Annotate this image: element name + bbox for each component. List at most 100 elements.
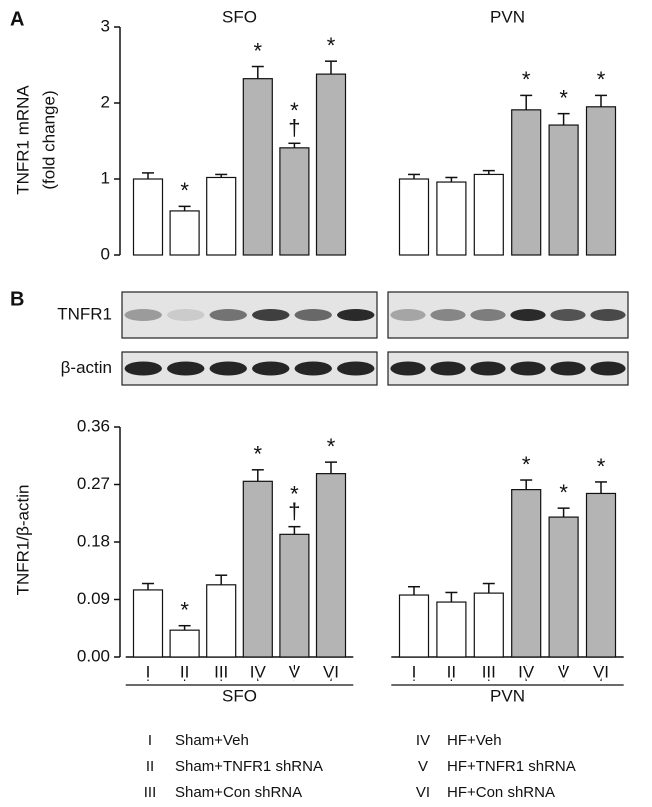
y-tick-label: 0.27	[77, 474, 110, 493]
x-tick-label: IV	[250, 662, 267, 681]
blot-image	[121, 291, 378, 339]
panel-label: A	[10, 8, 24, 30]
blot-band	[510, 309, 546, 321]
y-tick-label: 0.36	[77, 416, 110, 435]
bar	[242, 78, 273, 256]
bar	[398, 178, 430, 256]
significance-marker: *	[327, 33, 336, 58]
blot-band	[124, 309, 162, 321]
legend-symbol: III	[144, 784, 157, 801]
y-axis-label: TNFR1 mRNA	[13, 85, 32, 195]
x-tick-label: IV	[518, 662, 535, 681]
x-tick-label: II	[180, 662, 189, 681]
legend-label: HF+TNFR1 shRNA	[447, 758, 576, 775]
bar	[548, 124, 579, 256]
significance-marker: †	[288, 498, 300, 523]
blot-label: β-actin	[61, 358, 112, 377]
bar	[169, 629, 200, 658]
blot-band	[252, 309, 290, 321]
bar	[315, 473, 347, 658]
x-tick-label: VI	[323, 662, 339, 681]
x-tick-label: III	[482, 662, 496, 681]
x-tick-label: V	[289, 662, 301, 681]
legend-label: Sham+Con shRNA	[175, 784, 302, 801]
x-tick-label: V	[558, 662, 570, 681]
bar	[242, 480, 273, 658]
significance-marker: †	[288, 115, 300, 140]
blot-band	[294, 361, 332, 376]
legend-label: Sham+Veh	[175, 732, 249, 749]
group-label: SFO	[222, 7, 257, 26]
legend-label: Sham+TNFR1 shRNA	[175, 758, 323, 775]
significance-marker: *	[254, 38, 263, 63]
group-label: SFO	[222, 686, 257, 705]
significance-marker: *	[597, 67, 606, 92]
blot-band	[550, 309, 586, 321]
blot-band	[167, 361, 205, 376]
significance-marker: *	[290, 481, 299, 506]
significance-marker: *	[559, 85, 568, 110]
bar	[511, 109, 542, 256]
significance-marker: *	[180, 598, 189, 623]
x-tick-label: III	[214, 662, 228, 681]
bar	[585, 106, 617, 256]
blot-band	[167, 309, 205, 321]
blot-band	[430, 309, 466, 321]
blot-band	[337, 309, 375, 321]
x-tick-label: VI	[593, 662, 609, 681]
bar	[473, 173, 504, 256]
significance-marker: *	[180, 178, 189, 203]
blot-band	[550, 361, 586, 376]
bar	[548, 516, 579, 658]
x-tick-label: I	[146, 662, 151, 681]
significance-marker: *	[290, 98, 299, 123]
blot-band	[337, 361, 375, 376]
bar	[206, 584, 237, 658]
y-tick-label: 0.00	[77, 646, 110, 665]
bar	[169, 210, 200, 256]
group-label: PVN	[490, 7, 525, 26]
blot-image	[121, 351, 378, 386]
significance-marker: *	[597, 454, 606, 479]
bar	[436, 601, 467, 658]
bar	[436, 181, 467, 256]
significance-marker: *	[522, 452, 531, 477]
y-axis-label: TNFR1/β-actin	[13, 485, 32, 596]
x-tick-label: I	[412, 662, 417, 681]
bar	[315, 73, 347, 256]
bar	[132, 589, 164, 658]
legend-symbol: II	[146, 758, 154, 775]
bar	[585, 492, 617, 658]
x-tick-label: II	[447, 662, 456, 681]
bar	[279, 533, 310, 658]
blot-band	[430, 361, 466, 376]
legend-label: HF+Veh	[447, 732, 502, 749]
blot-image	[387, 291, 629, 339]
significance-marker: *	[522, 67, 531, 92]
significance-marker: *	[559, 480, 568, 505]
group-label: PVN	[490, 686, 525, 705]
legend-symbol: V	[418, 758, 428, 775]
blot-band	[390, 309, 426, 321]
blot-band	[390, 361, 426, 376]
bar	[473, 592, 504, 658]
blot-band	[470, 361, 506, 376]
y-axis-label: (fold change)	[39, 90, 58, 189]
y-tick-label: 3	[101, 16, 110, 35]
blot-image	[387, 351, 629, 386]
y-tick-label: 2	[101, 92, 110, 111]
legend-symbol: I	[148, 732, 152, 749]
bar	[279, 147, 310, 256]
blot-band	[590, 361, 626, 376]
bar	[511, 489, 542, 658]
legend-label: HF+Con shRNA	[447, 784, 555, 801]
y-tick-label: 1	[101, 168, 110, 187]
bar	[132, 178, 164, 256]
blot-band	[124, 361, 162, 376]
blot-band	[209, 361, 247, 376]
significance-marker: *	[327, 434, 336, 459]
blot-band	[510, 361, 546, 376]
blot-label: TNFR1	[57, 304, 112, 323]
significance-marker: *	[254, 442, 263, 467]
